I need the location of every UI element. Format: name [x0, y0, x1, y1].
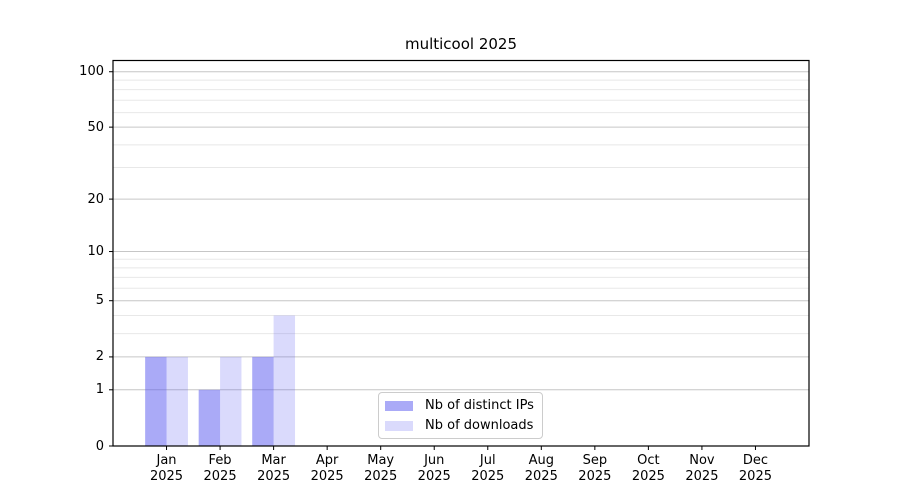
- x-tick-label: Apr 2025: [310, 452, 344, 485]
- y-tick-label: 20: [87, 191, 104, 207]
- x-tick-label: Mar 2025: [257, 452, 291, 485]
- bar-downloads: [273, 315, 296, 446]
- bar-distinct-ips: [145, 356, 167, 446]
- bar-downloads: [220, 356, 242, 446]
- bar-distinct-ips: [252, 356, 274, 446]
- legend-label-distinct-ips: Nb of distinct IPs: [425, 398, 534, 413]
- bar-downloads: [166, 356, 188, 446]
- y-tick-label: 10: [87, 244, 104, 260]
- chart-title: multicool 2025: [404, 35, 518, 53]
- x-tick-label: Nov 2025: [685, 452, 719, 485]
- legend: Nb of distinct IPs Nb of downloads: [378, 392, 543, 439]
- x-tick-label: Sep 2025: [578, 452, 612, 485]
- y-tick-label: 100: [79, 64, 104, 80]
- plot-border: [112, 59, 810, 447]
- x-tick-label: Jul 2025: [471, 452, 505, 485]
- legend-swatch-distinct-ips: [385, 400, 413, 411]
- bar-distinct-ips: [198, 389, 221, 446]
- x-tick-label: Jan 2025: [149, 452, 184, 485]
- y-tick-label: 1: [95, 382, 104, 398]
- y-tick-label: 5: [95, 293, 104, 309]
- y-tick-label: 0: [95, 438, 104, 454]
- legend-item-distinct-ips: Nb of distinct IPs: [385, 398, 534, 413]
- x-tick-label: May 2025: [364, 452, 398, 485]
- x-tick-label: Jun 2025: [417, 452, 451, 485]
- y-tick-label: 50: [87, 119, 104, 135]
- legend-swatch-downloads: [385, 420, 413, 431]
- legend-item-downloads: Nb of downloads: [385, 418, 534, 433]
- x-tick-label: Oct 2025: [631, 452, 665, 485]
- y-tick-label: 2: [95, 349, 104, 365]
- legend-label-downloads: Nb of downloads: [425, 418, 534, 433]
- x-tick-label: Dec 2025: [738, 452, 772, 485]
- x-tick-label: Aug 2025: [524, 452, 558, 485]
- x-tick-label: Feb 2025: [203, 452, 237, 485]
